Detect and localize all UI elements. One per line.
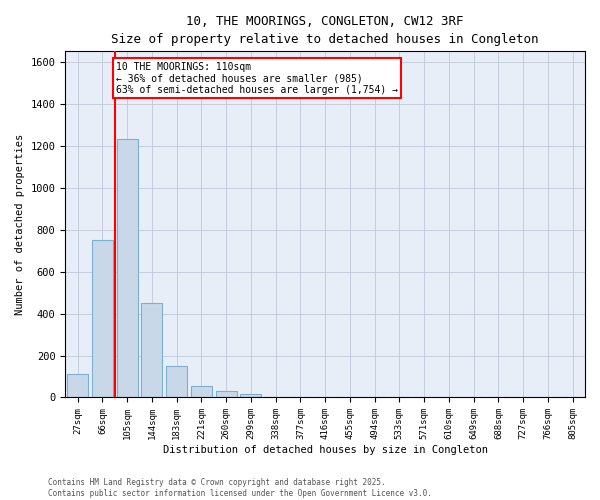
Bar [166,366,187,398]
Bar [215,391,236,398]
Title: 10, THE MOORINGS, CONGLETON, CW12 3RF
Size of property relative to detached hous: 10, THE MOORINGS, CONGLETON, CW12 3RF Si… [112,15,539,46]
Text: Contains HM Land Registry data © Crown copyright and database right 2025.
Contai: Contains HM Land Registry data © Crown c… [48,478,432,498]
Y-axis label: Number of detached properties: Number of detached properties [15,134,25,315]
Bar [92,240,113,398]
Text: 10 THE MOORINGS: 110sqm
← 36% of detached houses are smaller (985)
63% of semi-d: 10 THE MOORINGS: 110sqm ← 36% of detache… [116,62,398,95]
X-axis label: Distribution of detached houses by size in Congleton: Distribution of detached houses by size … [163,445,488,455]
Bar [67,374,88,398]
Bar [116,140,137,398]
Bar [241,394,262,398]
Bar [191,386,212,398]
Bar [142,303,163,398]
